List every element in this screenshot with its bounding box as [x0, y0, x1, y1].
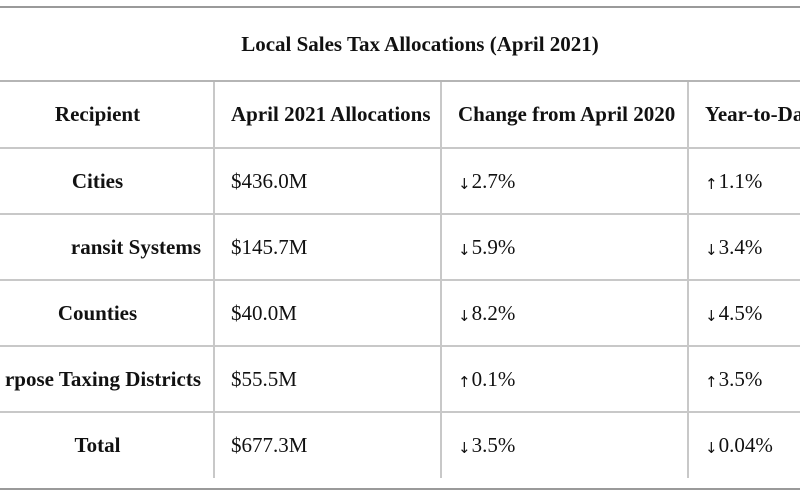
ytd-cell: ↓3.4%: [688, 214, 800, 281]
recipient-cell: Counties: [0, 280, 215, 347]
recipient-cell: Total: [0, 412, 215, 478]
header-recipient: Recipient: [0, 82, 215, 149]
recipient-label: Total: [74, 433, 121, 457]
recipient-label: Counties: [57, 300, 138, 325]
allocation-cell: $40.0M: [214, 280, 442, 347]
allocation-cell: $55.5M: [214, 346, 442, 413]
header-row: Recipient April 2021 Allocations Change …: [0, 82, 800, 149]
change-value: 5.9%: [471, 234, 516, 259]
change-cell: ↓2.7%: [441, 148, 689, 215]
change-value: 2.7%: [471, 168, 516, 193]
recipient-label: rpose Taxing Districts: [4, 366, 201, 391]
change-cell: ↓8.2%: [441, 280, 689, 347]
allocation-cell: $145.7M: [214, 214, 442, 281]
header-change-from-april-2020: Change from April 2020: [441, 82, 689, 149]
recipient-cell: ransit Systems: [0, 214, 215, 281]
ytd-arrow-icon: ↑: [705, 372, 718, 391]
ytd-value: 1.1%: [718, 168, 763, 193]
change-arrow-icon: ↓: [458, 174, 471, 193]
recipient-label: Cities: [71, 168, 124, 193]
recipient-cell: Cities: [0, 148, 215, 215]
ytd-arrow-icon: ↓: [705, 306, 718, 325]
table-title: Local Sales Tax Allocations (April 2021): [0, 8, 800, 82]
table-row-4: Total $677.3M ↓3.5% ↓0.04%: [0, 412, 800, 478]
allocations-table: Recipient April 2021 Allocations Change …: [0, 82, 800, 478]
table-row-2: Counties $40.0M ↓8.2% ↓4.5%: [0, 280, 800, 347]
table-row-0: Cities $436.0M ↓2.7% ↑1.1%: [0, 148, 800, 215]
recipient-label: ransit Systems: [70, 234, 201, 259]
change-value: 0.1%: [471, 366, 516, 391]
header-year-to-date: Year-to-Da: [688, 82, 800, 149]
ytd-cell: ↓0.04%: [688, 412, 800, 478]
change-cell: ↑0.1%: [441, 346, 689, 413]
ytd-cell: ↓4.5%: [688, 280, 800, 347]
ytd-value: 3.5%: [718, 366, 763, 391]
sales-tax-table: Local Sales Tax Allocations (April 2021)…: [0, 6, 800, 490]
change-arrow-icon: ↓: [458, 439, 471, 457]
change-arrow-icon: ↓: [458, 306, 471, 325]
recipient-cell: rpose Taxing Districts: [0, 346, 215, 413]
change-arrow-icon: ↑: [458, 372, 471, 391]
ytd-value: 4.5%: [718, 300, 763, 325]
change-value: 8.2%: [471, 300, 516, 325]
allocation-cell: $677.3M: [214, 412, 442, 478]
allocation-cell: $436.0M: [214, 148, 442, 215]
ytd-cell: ↑1.1%: [688, 148, 800, 215]
ytd-value: 3.4%: [718, 234, 763, 259]
table-row-3: rpose Taxing Districts $55.5M ↑0.1% ↑3.5…: [0, 346, 800, 413]
change-cell: ↓5.9%: [441, 214, 689, 281]
change-arrow-icon: ↓: [458, 240, 471, 259]
ytd-value: 0.04%: [718, 433, 773, 457]
ytd-cell: ↑3.5%: [688, 346, 800, 413]
ytd-arrow-icon: ↓: [705, 240, 718, 259]
table-row-1: ransit Systems $145.7M ↓5.9% ↓3.4%: [0, 214, 800, 281]
header-april-2021-allocations: April 2021 Allocations: [214, 82, 442, 149]
ytd-arrow-icon: ↓: [705, 439, 718, 457]
ytd-arrow-icon: ↑: [705, 174, 718, 193]
change-cell: ↓3.5%: [441, 412, 689, 478]
change-value: 3.5%: [471, 433, 516, 457]
